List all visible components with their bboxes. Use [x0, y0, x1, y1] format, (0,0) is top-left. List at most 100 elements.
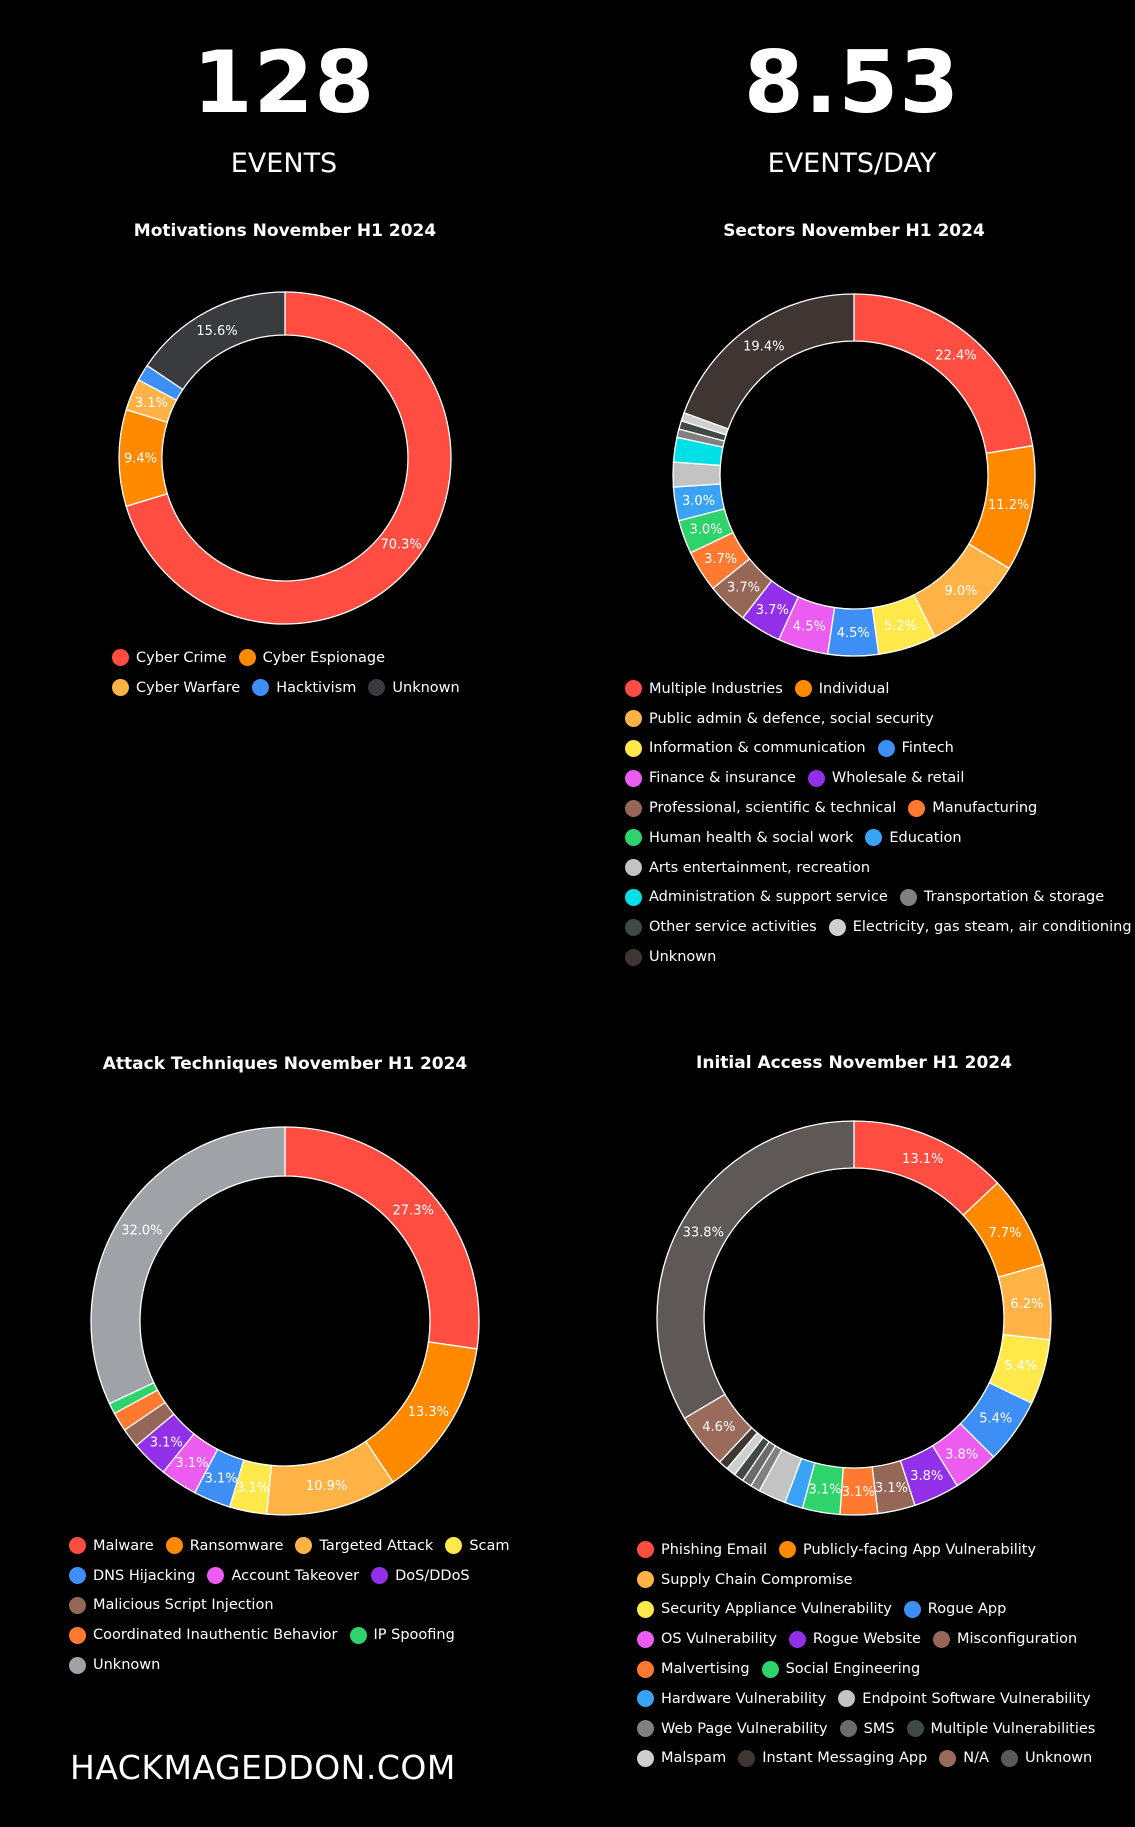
legend-item-multiple-industries[interactable]: Multiple Industries	[625, 680, 783, 698]
legend-swatch	[112, 649, 129, 667]
chart-title: Initial Access November H1 2024	[696, 1053, 1012, 1073]
donut-chart: 13.1%7.7%6.2%5.4%5.4%3.8%3.8%3.1%3.1%3.1…	[656, 1120, 1052, 1516]
chart-legend: Malware Ransomware Targeted Attack Scam DNS …	[69, 1531, 522, 1680]
legend-swatch	[637, 1600, 654, 1618]
legend-swatch	[788, 1630, 806, 1648]
slice-label-dns-hijacking: 3.1%	[205, 1472, 238, 1487]
legend-item-public-admin-defence-social-security[interactable]: Public admin & defence, social security	[625, 710, 934, 728]
slice-label-education: 3.0%	[682, 494, 715, 509]
legend-item-unknown[interactable]: Unknown	[1000, 1749, 1092, 1767]
legend-swatch	[368, 679, 386, 697]
legend-item-individual[interactable]: Individual	[794, 680, 889, 698]
legend-swatch	[807, 769, 825, 787]
legend-label: Endpoint Software Vulnerability	[862, 1690, 1091, 1707]
kpi-events-per-day-value: 8.53	[743, 33, 961, 133]
legend-item-malvertising[interactable]: Malvertising	[637, 1660, 750, 1678]
legend-item-fintech[interactable]: Fintech	[877, 739, 954, 757]
legend-swatch	[165, 1537, 183, 1555]
legend-item-transportation-storage[interactable]: Transportation & storage	[899, 888, 1104, 906]
legend-item-phishing-email[interactable]: Phishing Email	[637, 1541, 767, 1559]
legend-swatch	[637, 1690, 654, 1708]
legend-item-supply-chain-compromise[interactable]: Supply Chain Compromise	[637, 1571, 853, 1589]
legend-item-rogue-website[interactable]: Rogue Website	[788, 1630, 921, 1648]
legend-item-publicly-facing-app-vulnerability[interactable]: Publicly-facing App Vulnerability	[778, 1541, 1036, 1559]
legend-swatch	[349, 1626, 367, 1644]
kpi-events-value: 128	[192, 33, 376, 133]
slice-cyber-crime	[125, 291, 452, 625]
slice-label-unknown: 33.8%	[683, 1226, 724, 1241]
legend-item-malicious-script-injection[interactable]: Malicious Script Injection	[69, 1596, 274, 1614]
legend-row: Malware Ransomware Targeted Attack Scam	[69, 1531, 522, 1561]
legend-item-hardware-vulnerability[interactable]: Hardware Vulnerability	[637, 1690, 827, 1708]
legend-swatch	[69, 1537, 86, 1555]
legend-item-ip-spoofing[interactable]: IP Spoofing	[349, 1626, 455, 1644]
legend-swatch	[238, 649, 256, 667]
legend-item-multiple-vulnerabilities[interactable]: Multiple Vulnerabilities	[906, 1720, 1095, 1738]
legend-label: Hardware Vulnerability	[661, 1690, 827, 1707]
legend-item-ransomware[interactable]: Ransomware	[165, 1537, 283, 1555]
legend-item-electricity-gas-steam-air-conditioning[interactable]: Electricity, gas steam, air conditioning	[828, 918, 1132, 936]
slice-label-professional-scientific-technical: 3.7%	[727, 581, 760, 596]
legend-label: Unknown	[93, 1657, 161, 1674]
legend-swatch	[637, 1720, 654, 1738]
legend-label: Education	[889, 829, 962, 846]
slice-label-social-engineering: 3.1%	[808, 1483, 841, 1498]
slice-label-cyber-crime: 70.3%	[380, 538, 421, 553]
legend-item-security-appliance-vulnerability[interactable]: Security Appliance Vulnerability	[637, 1600, 892, 1618]
legend-item-n-a[interactable]: N/A	[939, 1749, 989, 1767]
legend-item-endpoint-software-vulnerability[interactable]: Endpoint Software Vulnerability	[838, 1690, 1091, 1708]
legend-item-dns-hijacking[interactable]: DNS Hijacking	[69, 1567, 195, 1585]
legend-item-education[interactable]: Education	[865, 829, 962, 847]
legend-item-finance-insurance[interactable]: Finance & insurance	[625, 769, 796, 787]
legend-item-unknown[interactable]: Unknown	[69, 1656, 161, 1674]
legend-item-scam[interactable]: Scam	[445, 1537, 510, 1555]
legend-item-cyber-espionage[interactable]: Cyber Espionage	[238, 649, 385, 667]
legend-item-misconfiguration[interactable]: Misconfiguration	[932, 1630, 1077, 1648]
kpi-events: 128 EVENTS	[0, 40, 568, 179]
legend-swatch	[778, 1541, 796, 1559]
legend-item-human-health-social-work[interactable]: Human health & social work	[625, 829, 854, 847]
legend-item-other-service-activities[interactable]: Other service activities	[625, 918, 817, 936]
legend-label: Administration & support service	[649, 889, 888, 906]
legend-label: Targeted Attack	[319, 1537, 434, 1554]
legend-item-instant-messaging-app[interactable]: Instant Messaging App	[738, 1749, 928, 1767]
legend-item-manufacturing[interactable]: Manufacturing	[908, 799, 1037, 817]
legend-item-hacktivism[interactable]: Hacktivism	[252, 679, 356, 697]
legend-item-arts-entertainment-recreation[interactable]: Arts entertainment, recreation	[625, 859, 870, 877]
legend-swatch	[112, 679, 129, 697]
legend-item-sms[interactable]: SMS	[839, 1720, 895, 1738]
legend-item-administration-support-service[interactable]: Administration & support service	[625, 888, 888, 906]
slice-label-scam: 3.1%	[236, 1481, 269, 1496]
slice-label-cyber-espionage: 9.4%	[124, 452, 157, 467]
legend-swatch	[932, 1630, 950, 1648]
legend-item-os-vulnerability[interactable]: OS Vulnerability	[637, 1630, 777, 1648]
legend-item-rogue-app[interactable]: Rogue App	[903, 1600, 1006, 1618]
legend-item-dos-ddos[interactable]: DoS/DDoS	[371, 1567, 470, 1585]
legend-item-social-engineering[interactable]: Social Engineering	[761, 1660, 920, 1678]
legend-item-malspam[interactable]: Malspam	[637, 1749, 726, 1767]
slice-malware	[284, 1126, 480, 1350]
legend-item-professional-scientific-technical[interactable]: Professional, scientific & technical	[625, 799, 896, 817]
chart-title: Sectors November H1 2024	[723, 221, 985, 241]
legend-label: Electricity, gas steam, air conditioning	[852, 919, 1132, 936]
legend-swatch	[906, 1720, 924, 1738]
legend-label: Human health & social work	[649, 829, 854, 846]
legend-item-cyber-crime[interactable]: Cyber Crime	[112, 649, 227, 667]
legend-item-web-page-vulnerability[interactable]: Web Page Vulnerability	[637, 1720, 828, 1738]
legend-item-wholesale-retail[interactable]: Wholesale & retail	[807, 769, 964, 787]
legend-label: Finance & insurance	[649, 770, 796, 787]
legend-swatch	[69, 1656, 86, 1674]
slice-label-malvertising: 3.1%	[842, 1485, 875, 1500]
legend-item-unknown[interactable]: Unknown	[625, 948, 716, 966]
legend-item-unknown[interactable]: Unknown	[368, 679, 460, 697]
legend-swatch	[637, 1749, 654, 1767]
legend-item-targeted-attack[interactable]: Targeted Attack	[295, 1537, 434, 1555]
legend-item-cyber-warfare[interactable]: Cyber Warfare	[112, 679, 240, 697]
legend-item-malware[interactable]: Malware	[69, 1537, 154, 1555]
legend-item-account-takeover[interactable]: Account Takeover	[207, 1567, 359, 1585]
legend-label: Unknown	[392, 679, 460, 696]
legend-swatch	[69, 1567, 86, 1585]
legend-item-coordinated-inauthentic-behavior[interactable]: Coordinated Inauthentic Behavior	[69, 1626, 338, 1644]
legend-item-information-communication[interactable]: Information & communication	[625, 739, 866, 757]
legend-label: Instant Messaging App	[762, 1750, 928, 1767]
